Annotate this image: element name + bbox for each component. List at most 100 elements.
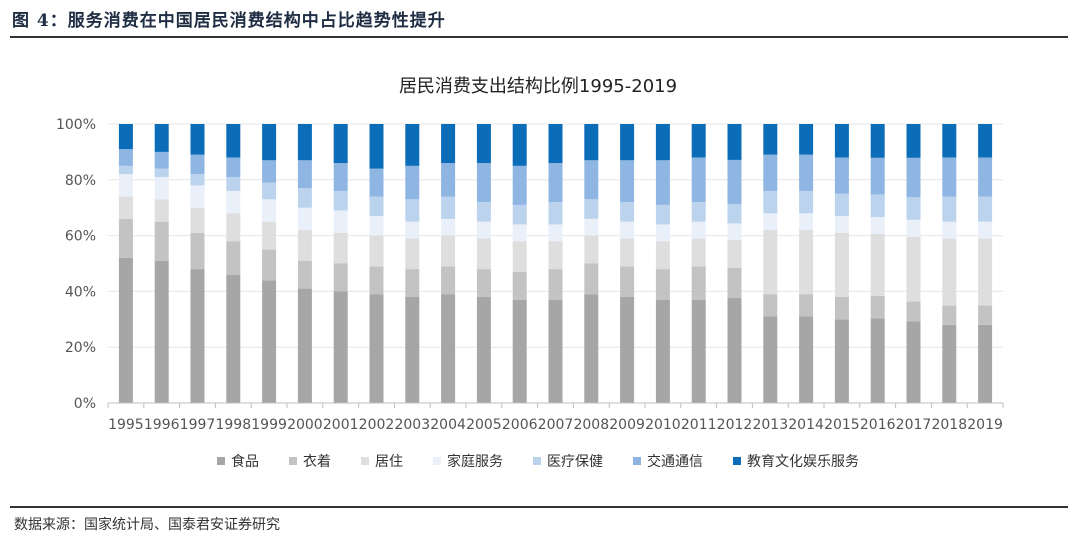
bar-segment <box>297 288 312 403</box>
bar-segment <box>548 224 563 242</box>
x-tick-label: 2019 <box>967 417 1003 433</box>
bar-segment <box>369 196 384 217</box>
bar-segment <box>512 271 527 300</box>
bar-segment <box>727 240 742 268</box>
bar-segment <box>691 221 706 239</box>
bar-stack-2016 <box>870 124 885 403</box>
bar-segment <box>763 294 778 317</box>
bar-segment <box>906 197 921 220</box>
figure-title: 图 4：服务消费在中国居民消费结构中占比趋势性提升 <box>12 11 446 31</box>
x-tick-label: 2010 <box>645 417 681 433</box>
legend-item: 居住 <box>361 454 403 470</box>
bar-segment <box>978 305 993 325</box>
bar-segment <box>226 177 241 191</box>
bar-segment <box>226 157 241 178</box>
legend-swatch <box>433 457 441 465</box>
bar-segment <box>405 165 420 200</box>
bar-segment <box>584 263 599 295</box>
bar-segment <box>262 249 277 281</box>
bar-segment <box>978 157 993 197</box>
bar-segment <box>190 232 205 270</box>
x-tick-label: 2017 <box>896 417 932 433</box>
bar-segment <box>620 238 635 267</box>
bar-segment <box>297 207 312 231</box>
bar-segment <box>548 299 563 403</box>
x-tick-label: 1998 <box>215 417 251 433</box>
bar-segment <box>655 124 670 161</box>
bar-segment <box>512 299 527 403</box>
bar-segment <box>906 157 921 198</box>
x-tick-label: 2001 <box>323 417 359 433</box>
bar-segment <box>834 124 849 158</box>
bar-segment <box>763 154 778 191</box>
bar-stack-2005 <box>476 124 491 403</box>
legend-label: 交通通信 <box>647 453 703 470</box>
legend-item: 医疗保健 <box>533 454 603 470</box>
bar-segment <box>262 199 277 222</box>
legend-label: 医疗保健 <box>547 454 603 470</box>
bar-segment <box>476 124 491 164</box>
bar-segment <box>548 241 563 270</box>
bar-segment <box>548 202 563 225</box>
bar-segment <box>942 324 957 403</box>
bar-segment <box>584 124 599 161</box>
bar-segment <box>978 221 993 239</box>
bar-segment <box>154 124 169 152</box>
bar-segment <box>226 213 241 242</box>
bar-segment <box>978 238 993 306</box>
bar-segment <box>834 232 849 297</box>
x-axis <box>107 402 1004 408</box>
bar-segment <box>441 163 456 197</box>
bar-segment <box>763 316 778 403</box>
bar-segment <box>870 157 885 195</box>
bar-segment <box>369 235 384 267</box>
bar-segment <box>476 202 491 222</box>
legend: 食品 衣着 居住 家庭服务 医疗保健 交通通信 教育文化娱乐服务 <box>217 453 859 470</box>
bar-segment <box>691 266 706 300</box>
legend-label: 家庭服务 <box>447 453 503 470</box>
legend-item: 教育文化娱乐服务 <box>733 454 859 470</box>
bar-stack-2001 <box>333 124 348 403</box>
bar-segment <box>190 154 205 175</box>
legend-swatch <box>533 457 541 465</box>
bar-segment <box>476 269 491 297</box>
bar-segment <box>262 221 277 250</box>
bar-segment <box>978 324 993 403</box>
bar-segment <box>763 213 778 231</box>
bar-segment <box>118 196 133 219</box>
bar-segment <box>297 260 312 289</box>
bar-stack-2014 <box>799 124 814 403</box>
bar-segment <box>620 202 635 222</box>
x-tick-label: 2016 <box>860 417 896 433</box>
bar-segment <box>727 223 742 241</box>
bar-segment <box>906 219 921 237</box>
bar-segment <box>512 165 527 205</box>
bar-segment <box>333 190 348 211</box>
bar-segment <box>655 160 670 205</box>
bar-segment <box>834 319 849 403</box>
bar-stack-1996 <box>154 124 169 403</box>
bar-stack-1995 <box>118 124 133 403</box>
x-tick-label: 2006 <box>502 417 538 433</box>
bar-segment <box>190 207 205 233</box>
bar-segment <box>691 157 706 203</box>
bar-segment <box>154 260 169 403</box>
bar-stack-2007 <box>548 124 563 403</box>
bar-segment <box>405 199 420 222</box>
bar-segment <box>584 199 599 219</box>
bar-segment <box>118 218 133 258</box>
bar-segment <box>548 163 563 203</box>
top-rule <box>10 36 1068 38</box>
bar-segment <box>441 266 456 295</box>
bar-segment <box>405 124 420 166</box>
bar-segment <box>620 266 635 297</box>
y-tick-label: 0% <box>74 396 96 412</box>
bar-segment <box>655 299 670 403</box>
bar-segment <box>226 274 241 403</box>
bar-segment <box>799 294 814 317</box>
bar-segment <box>405 269 420 297</box>
bar-segment <box>655 241 670 270</box>
bar-stack-2013 <box>763 124 778 403</box>
bar-segment <box>226 124 241 158</box>
bar-segment <box>118 165 133 175</box>
